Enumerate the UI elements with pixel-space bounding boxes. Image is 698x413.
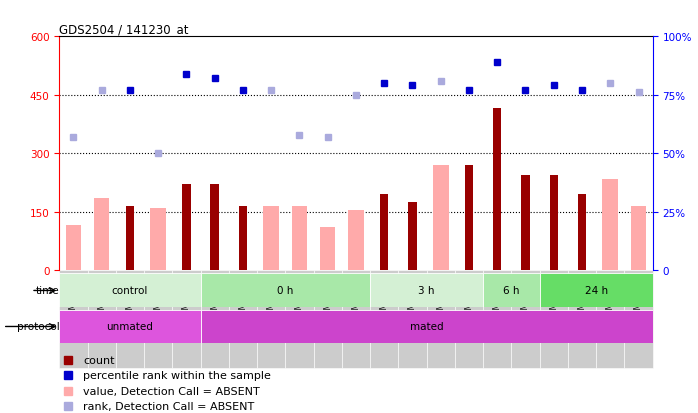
Bar bbox=[126, 206, 134, 271]
Text: rank, Detection Call = ABSENT: rank, Detection Call = ABSENT bbox=[83, 401, 254, 411]
Bar bbox=[540, 271, 568, 368]
Text: count: count bbox=[83, 355, 114, 365]
Bar bbox=[292, 206, 307, 271]
Bar bbox=[59, 271, 87, 368]
Bar bbox=[512, 271, 540, 368]
Bar bbox=[348, 210, 364, 271]
Bar bbox=[144, 271, 172, 368]
Bar bbox=[320, 228, 336, 271]
Text: percentile rank within the sample: percentile rank within the sample bbox=[83, 370, 271, 380]
Bar bbox=[370, 274, 483, 308]
Bar bbox=[263, 206, 279, 271]
Bar bbox=[200, 311, 653, 343]
Bar bbox=[465, 166, 473, 271]
Bar bbox=[602, 179, 618, 271]
Bar bbox=[313, 271, 342, 368]
Bar bbox=[483, 271, 512, 368]
Bar bbox=[380, 195, 389, 271]
Text: GDS2504 / 141230_at: GDS2504 / 141230_at bbox=[59, 23, 189, 36]
Bar bbox=[182, 185, 191, 271]
Text: control: control bbox=[112, 286, 148, 296]
Text: time: time bbox=[36, 286, 59, 296]
Bar bbox=[116, 271, 144, 368]
Bar bbox=[211, 185, 219, 271]
Bar bbox=[455, 271, 483, 368]
Bar bbox=[426, 271, 455, 368]
Bar bbox=[521, 175, 530, 271]
Bar bbox=[172, 271, 200, 368]
Bar bbox=[342, 271, 370, 368]
Text: 0 h: 0 h bbox=[277, 286, 294, 296]
Bar bbox=[625, 271, 653, 368]
Text: mated: mated bbox=[410, 322, 443, 332]
Bar bbox=[549, 175, 558, 271]
Bar bbox=[94, 199, 110, 271]
Bar bbox=[493, 109, 501, 271]
Bar bbox=[483, 274, 540, 308]
Bar bbox=[408, 202, 417, 271]
Bar bbox=[151, 208, 166, 271]
Bar bbox=[257, 271, 285, 368]
Bar bbox=[568, 271, 596, 368]
Bar bbox=[200, 271, 229, 368]
Bar bbox=[399, 271, 426, 368]
Bar bbox=[59, 311, 200, 343]
Text: value, Detection Call = ABSENT: value, Detection Call = ABSENT bbox=[83, 386, 260, 396]
Text: unmated: unmated bbox=[107, 322, 154, 332]
Bar bbox=[229, 271, 257, 368]
Bar bbox=[433, 166, 449, 271]
Bar bbox=[59, 274, 200, 308]
Bar bbox=[578, 195, 586, 271]
Bar bbox=[239, 206, 247, 271]
Text: protocol: protocol bbox=[17, 322, 59, 332]
Bar bbox=[370, 271, 399, 368]
Bar bbox=[540, 274, 653, 308]
Bar bbox=[596, 271, 625, 368]
Text: 24 h: 24 h bbox=[584, 286, 608, 296]
Bar bbox=[631, 206, 646, 271]
Text: 3 h: 3 h bbox=[418, 286, 435, 296]
Bar bbox=[66, 226, 81, 271]
Bar bbox=[200, 274, 370, 308]
Bar bbox=[87, 271, 116, 368]
Text: 6 h: 6 h bbox=[503, 286, 519, 296]
Bar bbox=[285, 271, 313, 368]
